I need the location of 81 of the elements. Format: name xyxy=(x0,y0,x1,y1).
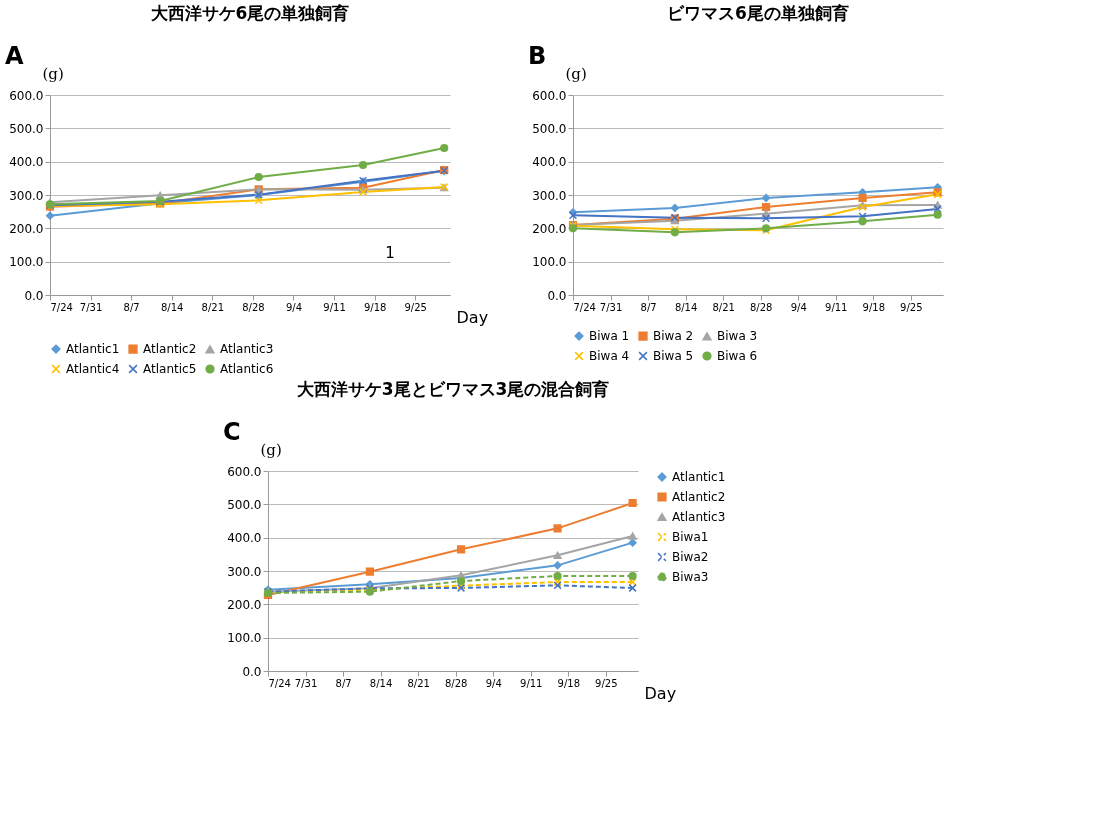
y-tick-label: 600.0 xyxy=(532,88,567,103)
x-tick-label: 8/28 xyxy=(749,301,773,313)
x-tick-label: 7/24 xyxy=(268,677,291,689)
x-tick-label: 9/4 xyxy=(790,301,807,313)
legend-label: Biwa 4 xyxy=(589,349,630,363)
y-tick-label: 0.0 xyxy=(547,288,567,303)
legend-label: Biwa 5 xyxy=(653,349,694,363)
y-tick-label: 200.0 xyxy=(532,221,567,236)
y-tick-label: 400.0 xyxy=(9,155,44,170)
text: A xyxy=(5,42,24,70)
y-tick-label: 200.0 xyxy=(9,221,44,236)
y-tick-label: 500.0 xyxy=(9,121,44,136)
x-tick-label: 8/7 xyxy=(335,677,352,689)
x-tick-label: 9/4 xyxy=(285,301,303,313)
legend-label: Atlantic3 xyxy=(672,510,726,524)
y-tick-label: 500.0 xyxy=(227,497,262,512)
legend-label: Atlantic5 xyxy=(143,362,197,376)
legend-label: Biwa 6 xyxy=(717,349,758,363)
y-tick-label: 400.0 xyxy=(532,155,567,170)
x-tick-label: 8/7 xyxy=(123,301,140,313)
x-tick-label: 9/25 xyxy=(900,301,923,313)
y-tick-label: 600.0 xyxy=(227,464,262,479)
legend-label: Biwa 2 xyxy=(653,329,694,344)
x-tick-label: 8/21 xyxy=(201,301,225,313)
y-tick-label: 300.0 xyxy=(9,188,44,203)
chart-title: ビワマス6尾の単独飼育 xyxy=(667,3,849,23)
x-tick-label: 9/4 xyxy=(485,677,502,689)
annotation: 1 xyxy=(385,244,395,262)
y-tick-label: 300.0 xyxy=(532,188,567,203)
x-tick-label: 8/21 xyxy=(407,677,430,689)
x-tick-label: 8/7 xyxy=(640,301,657,313)
legend-label: Biwa 1 xyxy=(589,329,630,344)
y-tick-label: 100.0 xyxy=(227,631,262,646)
legend-label: Biwa1 xyxy=(672,530,709,544)
y-tick-label: 100.0 xyxy=(9,255,44,270)
legend-label: Biwa3 xyxy=(672,570,709,584)
x-tick-label: 9/18 xyxy=(862,301,886,313)
legend-label: Atlantic2 xyxy=(143,342,197,357)
y-tick-label: 100.0 xyxy=(532,255,567,270)
x-tick-label: 9/11 xyxy=(323,301,346,313)
text: B xyxy=(528,42,547,70)
legend-label: Atlantic6 xyxy=(220,362,274,376)
x-tick-label: 7/31 xyxy=(294,677,318,689)
x-axis-title: Day xyxy=(456,307,489,327)
legend-label: Biwa2 xyxy=(672,550,709,564)
x-tick-label: 9/18 xyxy=(557,677,581,689)
y-tick-label: 400.0 xyxy=(227,531,262,546)
x-tick-label: 7/24 xyxy=(573,301,596,313)
legend-label: Atlantic4 xyxy=(66,362,120,376)
y-axis-title: (g) xyxy=(42,64,64,83)
x-tick-label: 8/28 xyxy=(444,677,468,689)
x-tick-label: 8/28 xyxy=(242,301,265,313)
x-tick-label: 8/21 xyxy=(712,301,735,313)
x-axis-title: Day xyxy=(644,683,677,703)
x-tick-label: 8/14 xyxy=(674,301,698,313)
x-tick-label: 9/11 xyxy=(825,301,848,313)
y-tick-label: 300.0 xyxy=(227,564,262,579)
x-tick-label: 9/25 xyxy=(595,677,618,689)
legend-label: Biwa 3 xyxy=(717,329,758,344)
y-tick-label: 500.0 xyxy=(532,121,567,136)
x-tick-label: 9/25 xyxy=(404,301,427,313)
x-tick-label: 7/31 xyxy=(599,301,623,313)
chart-title: 大西洋サケ6尾の単独飼育 xyxy=(150,3,350,23)
y-tick-label: 600.0 xyxy=(9,88,44,103)
x-tick-label: 9/18 xyxy=(363,301,387,313)
y-tick-label: 0.0 xyxy=(24,288,44,303)
legend-label: Atlantic2 xyxy=(672,490,726,504)
x-tick-label: 7/24 xyxy=(50,301,73,313)
y-tick-label: 0.0 xyxy=(242,664,262,679)
legend-label: Atlantic1 xyxy=(66,342,120,357)
text: C xyxy=(223,418,241,446)
legend-label: Atlantic3 xyxy=(220,342,274,357)
y-tick-label: 200.0 xyxy=(227,597,262,612)
legend-label: Atlantic1 xyxy=(672,470,726,484)
y-axis-title: (g) xyxy=(565,64,587,83)
x-tick-label: 8/14 xyxy=(369,677,393,689)
x-tick-label: 9/11 xyxy=(520,677,543,689)
chart-title: 大西洋サケ3尾とビワマス3尾の混合飼育 xyxy=(296,379,610,399)
x-tick-label: 8/14 xyxy=(161,301,184,313)
x-tick-label: 7/31 xyxy=(79,301,103,313)
y-axis-title: (g) xyxy=(260,440,282,459)
